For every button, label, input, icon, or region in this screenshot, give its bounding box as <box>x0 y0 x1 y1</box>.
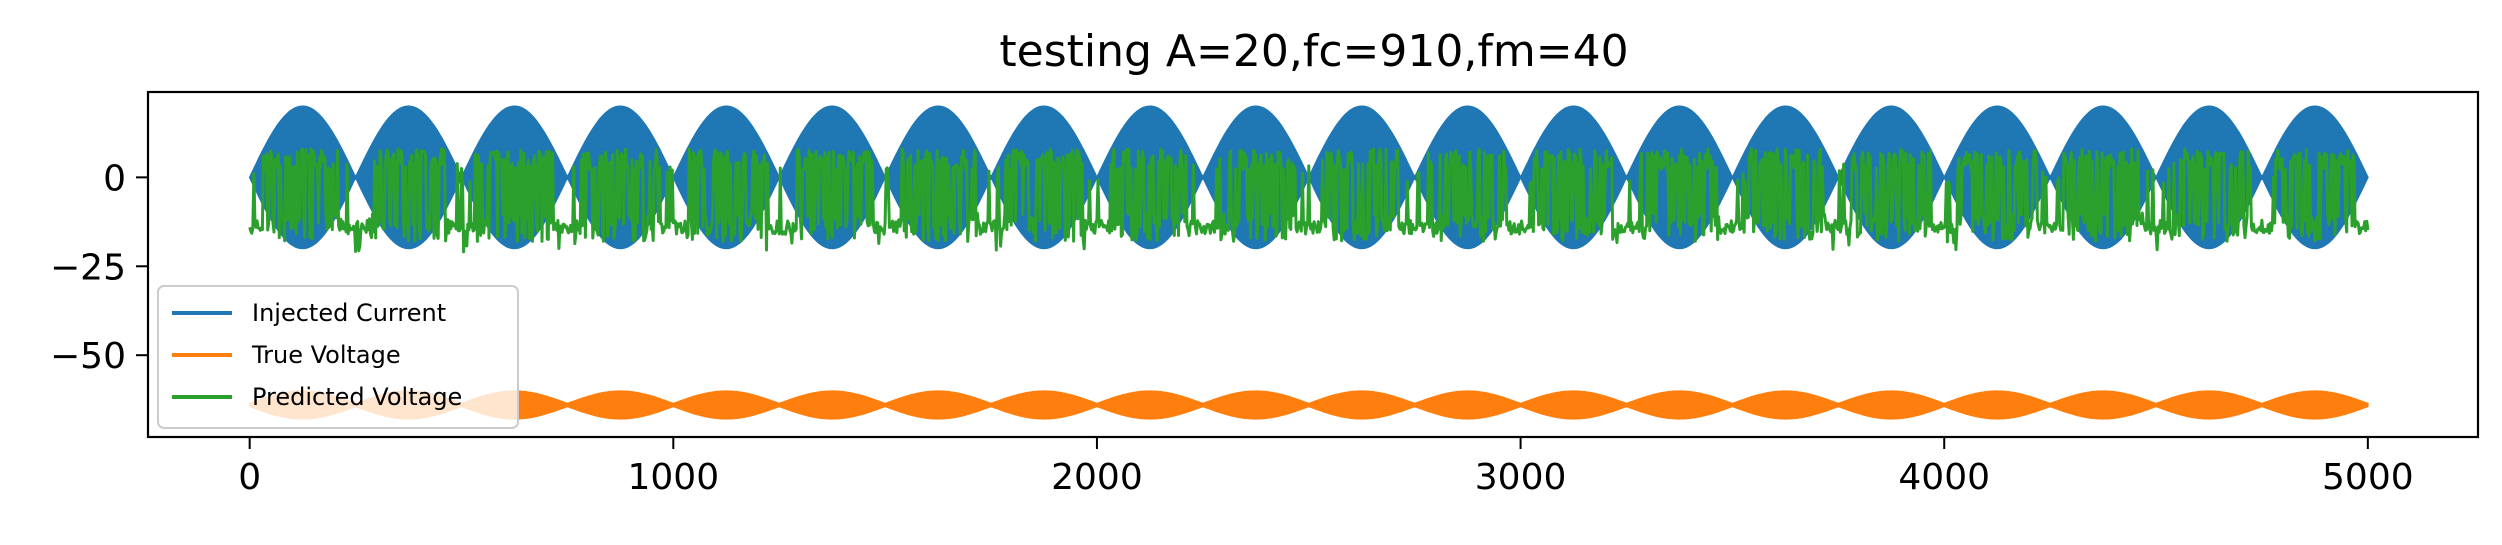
x-tick-label: 3000 <box>1475 457 1567 498</box>
x-tick-label: 2000 <box>1051 457 1143 498</box>
series-predicted-voltage <box>248 147 2370 254</box>
legend-label: Injected Current <box>252 299 446 327</box>
y-tick-label: −25 <box>50 247 126 288</box>
x-tick-label: 0 <box>238 457 261 498</box>
series-true-voltage <box>248 390 2369 420</box>
x-tick-label: 5000 <box>2322 457 2414 498</box>
chart-title: testing A=20,fc=910,fm=40 <box>999 26 1628 77</box>
y-tick-label: −50 <box>50 336 126 377</box>
legend-box <box>157 285 519 429</box>
x-tick-label: 4000 <box>1898 457 1990 498</box>
legend: Injected Current True Voltage Predicted Vo… <box>157 285 519 429</box>
legend-label: True Voltage <box>251 341 401 369</box>
legend-label: Predicted Voltage <box>252 383 462 411</box>
y-tick-label: 0 <box>103 158 126 199</box>
x-tick-label: 1000 <box>627 457 719 498</box>
plot-frame <box>146 90 2480 439</box>
